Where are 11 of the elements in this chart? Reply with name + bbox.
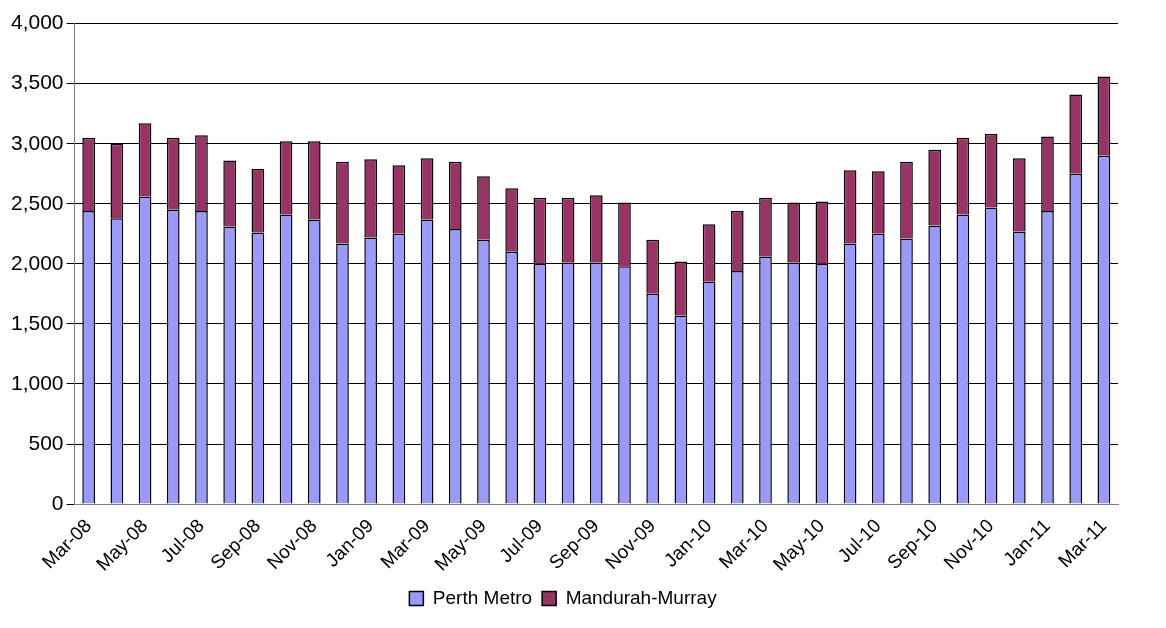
y-tick-label: 4,000 bbox=[10, 10, 64, 34]
legend-label: Mandurah-Murray bbox=[565, 586, 718, 608]
y-tick-label: 500 bbox=[28, 430, 64, 454]
y-tick-label: 1,000 bbox=[10, 370, 64, 394]
y-tick-label: 3,000 bbox=[10, 130, 64, 154]
legend-label: Perth Metro bbox=[432, 586, 533, 608]
y-tick-label: 3,500 bbox=[10, 70, 64, 94]
y-tick-label: 0 bbox=[51, 490, 64, 514]
y-tick-label: 2,500 bbox=[10, 190, 64, 214]
y-tick-label: 1,500 bbox=[10, 310, 64, 334]
y-tick-label: 2,000 bbox=[10, 250, 64, 274]
